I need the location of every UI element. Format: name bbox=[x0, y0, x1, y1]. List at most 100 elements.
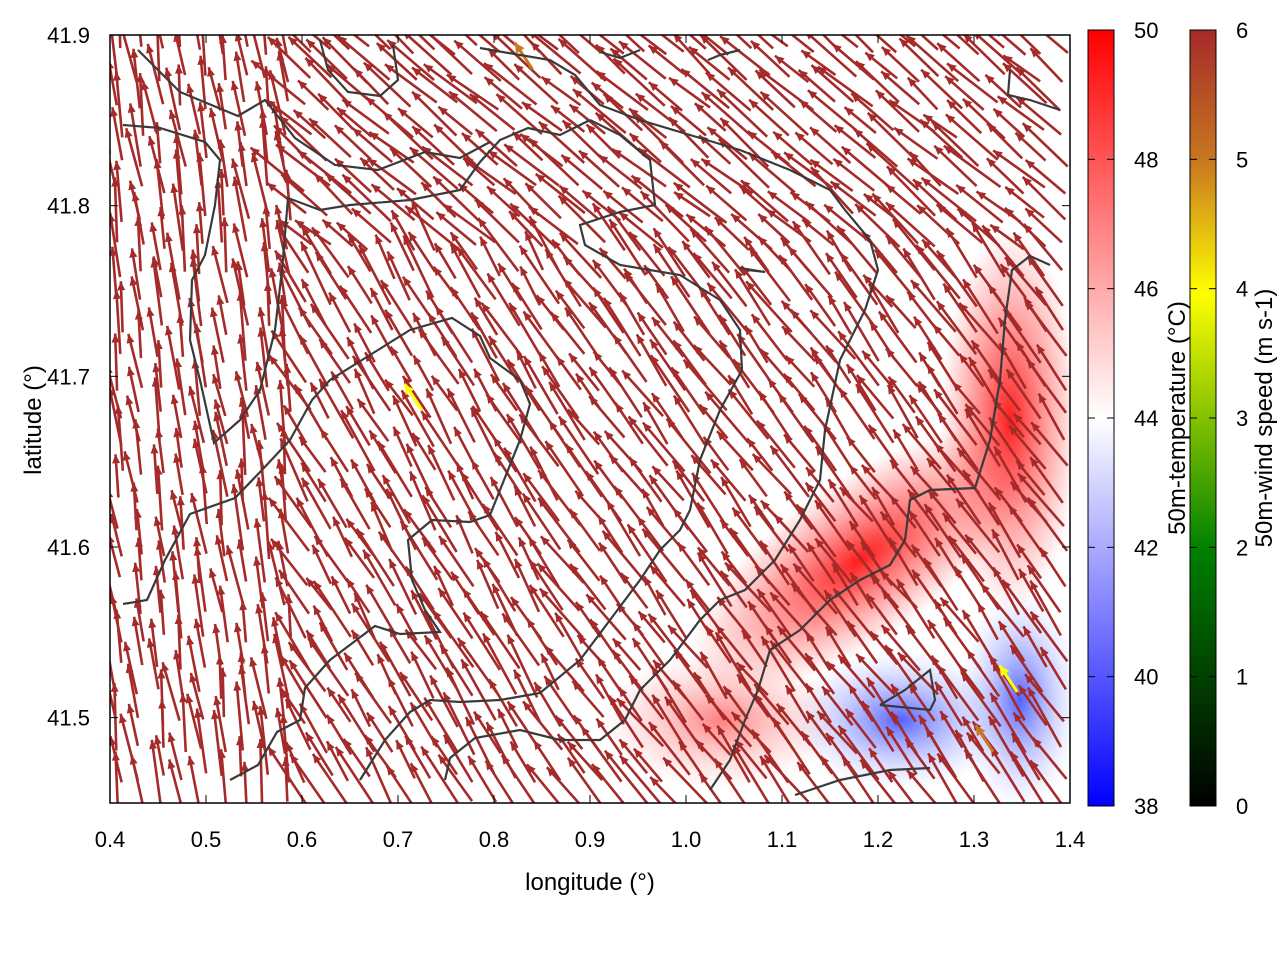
wind-vector bbox=[359, 156, 395, 191]
wind-vector bbox=[393, 35, 415, 55]
wind-vector-shaft bbox=[672, 35, 711, 75]
wind-vector-head bbox=[955, 729, 964, 740]
wind-vector-head bbox=[249, 423, 258, 434]
wind-vector bbox=[375, 42, 418, 81]
wind-vector-head bbox=[815, 446, 825, 457]
wind-vector-head bbox=[651, 666, 660, 676]
wind-vector bbox=[619, 572, 649, 610]
wind-vector bbox=[960, 671, 1002, 728]
wind-vector bbox=[1024, 300, 1068, 357]
wind-vector bbox=[272, 633, 290, 699]
wind-vector-head bbox=[673, 340, 682, 351]
wind-vector-head bbox=[586, 594, 596, 604]
wind-vector-head bbox=[233, 51, 242, 62]
wind-vector-head bbox=[263, 281, 272, 291]
wind-vector-head bbox=[774, 55, 785, 65]
wind-vector bbox=[906, 769, 937, 803]
wind-vector bbox=[1024, 673, 1065, 723]
wind-vector bbox=[237, 141, 248, 187]
wind-vector-shaft bbox=[624, 35, 646, 53]
wind-vector-head bbox=[612, 149, 622, 158]
wind-vector bbox=[879, 510, 918, 558]
wind-vector-head bbox=[386, 765, 396, 776]
wind-vector-head bbox=[385, 309, 394, 320]
wind-vector-head bbox=[279, 714, 288, 724]
wind-vector-head bbox=[735, 269, 744, 280]
wind-vector bbox=[470, 459, 495, 500]
wind-vector bbox=[169, 489, 184, 531]
wind-vector-head bbox=[438, 106, 448, 116]
wind-vector-shaft bbox=[1000, 35, 1027, 56]
wind-vector-head bbox=[108, 23, 116, 32]
wind-vector-shaft bbox=[615, 697, 665, 748]
wind-vector bbox=[433, 565, 454, 607]
wind-vector bbox=[641, 421, 686, 473]
wind-vector bbox=[188, 385, 206, 444]
wind-vector-head bbox=[173, 427, 182, 438]
colorbar-tick-label: 50 bbox=[1134, 18, 1158, 43]
wind-vector bbox=[239, 600, 248, 643]
wind-vector-head bbox=[1025, 300, 1034, 311]
wind-vector bbox=[942, 282, 978, 333]
wind-vector-shaft bbox=[937, 412, 980, 471]
wind-vector-shaft bbox=[821, 422, 856, 473]
wind-vector bbox=[944, 113, 999, 161]
wind-vector-head bbox=[1027, 359, 1036, 370]
wind-vector-shaft bbox=[641, 528, 687, 582]
wind-vector-head bbox=[924, 558, 933, 568]
wind-vector-head bbox=[431, 375, 441, 386]
wind-vector bbox=[608, 454, 645, 495]
wind-vector bbox=[837, 724, 880, 781]
wind-vector bbox=[601, 530, 648, 585]
wind-vector-head bbox=[366, 97, 376, 107]
wind-vector-shaft bbox=[836, 225, 879, 275]
wind-vector bbox=[648, 81, 683, 112]
wind-vector-head bbox=[825, 626, 834, 637]
wind-vector bbox=[442, 691, 476, 756]
wind-vector-head bbox=[150, 444, 159, 454]
wind-vector-shaft bbox=[460, 471, 499, 531]
wind-vector bbox=[1039, 547, 1067, 588]
wind-vector-shaft bbox=[176, 614, 182, 670]
wind-vector-head bbox=[155, 540, 164, 550]
wind-vector bbox=[837, 654, 876, 699]
wind-vector-head bbox=[788, 544, 797, 555]
wind-vector-shaft bbox=[275, 422, 311, 473]
wind-vector-shaft bbox=[837, 654, 876, 699]
wind-vector bbox=[311, 753, 348, 803]
wind-vector-shaft bbox=[816, 710, 858, 755]
wind-vector-head bbox=[443, 734, 453, 745]
wind-vector-shaft bbox=[218, 35, 225, 55]
wind-vector-head bbox=[274, 205, 283, 215]
wind-vector-head bbox=[739, 459, 749, 470]
wind-vector-shaft bbox=[151, 258, 164, 326]
wind-vector bbox=[881, 589, 916, 635]
wind-vector bbox=[1017, 568, 1045, 613]
wind-vector-head bbox=[523, 311, 533, 322]
wind-vector bbox=[266, 35, 312, 79]
wind-vector bbox=[936, 752, 976, 803]
wind-vector-head bbox=[474, 711, 483, 722]
wind-vector-head bbox=[1030, 457, 1039, 467]
wind-vector-shaft bbox=[225, 545, 245, 607]
wind-vector-head bbox=[484, 77, 495, 87]
wind-vector-head bbox=[337, 35, 348, 45]
wind-vector bbox=[525, 763, 561, 803]
wind-vector bbox=[987, 502, 1022, 559]
wind-vector-head bbox=[596, 71, 606, 80]
wind-vector-head bbox=[405, 206, 415, 215]
wind-vector-shaft bbox=[935, 203, 984, 245]
wind-vector-shaft bbox=[564, 443, 604, 498]
wind-vector bbox=[463, 156, 517, 196]
wind-vector-shaft bbox=[704, 71, 752, 112]
wind-vector-head bbox=[891, 684, 900, 694]
wind-vector bbox=[481, 557, 517, 612]
wind-vector-head bbox=[315, 251, 325, 262]
wind-vector-head bbox=[952, 382, 962, 392]
wind-vector-head bbox=[826, 345, 835, 356]
wind-vector-shaft bbox=[670, 366, 706, 416]
wind-vector-head bbox=[594, 460, 603, 471]
wind-vector-shaft bbox=[895, 578, 936, 639]
wind-vector-head bbox=[569, 509, 579, 519]
wind-vector-head bbox=[697, 552, 707, 563]
